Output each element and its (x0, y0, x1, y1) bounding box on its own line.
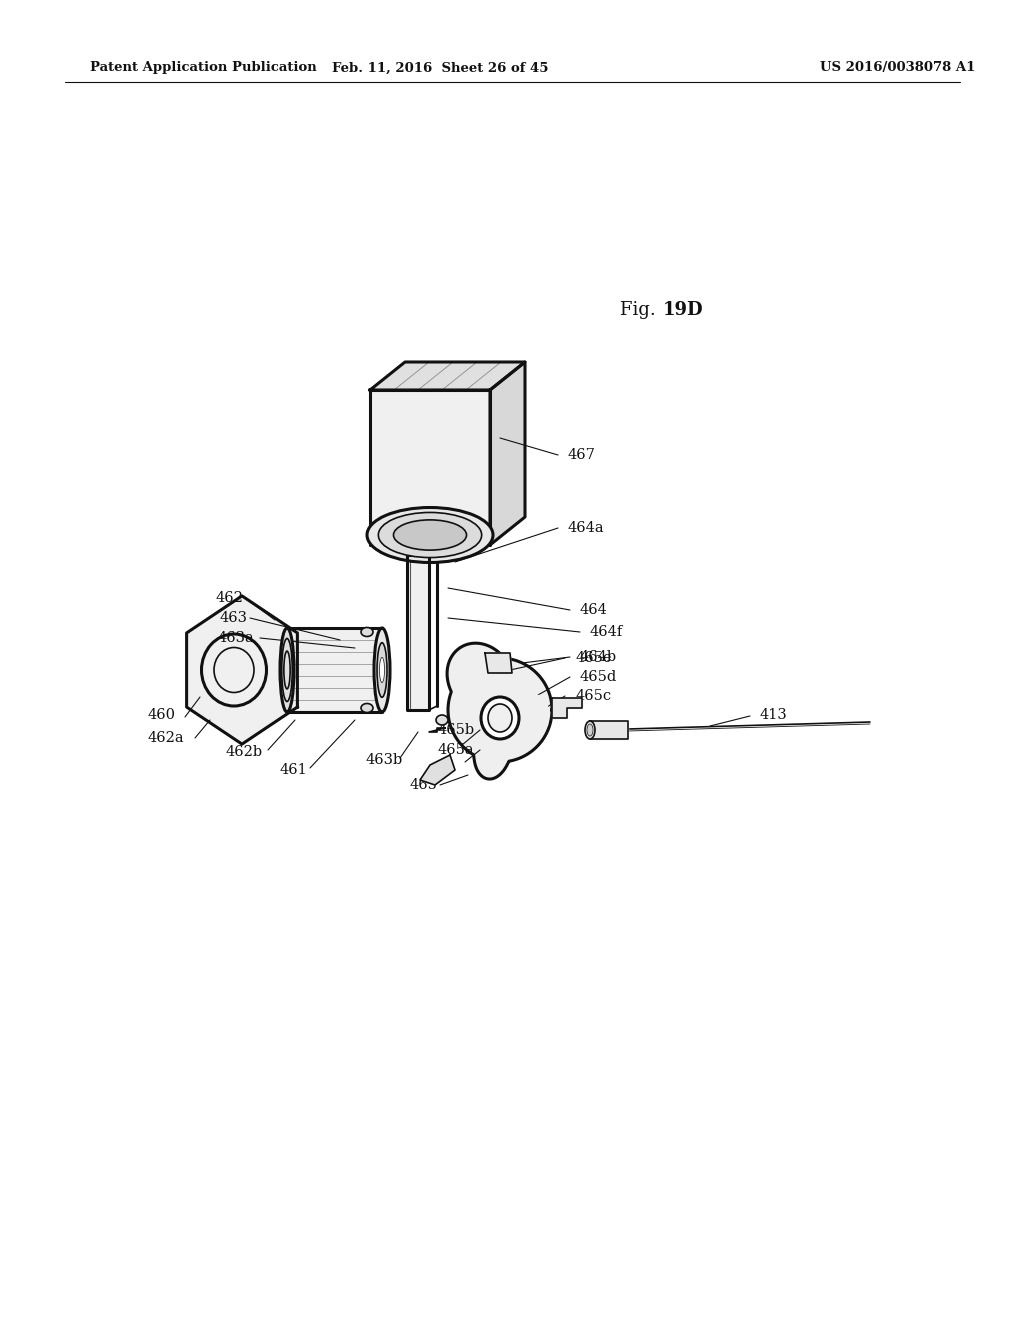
Text: 465e: 465e (575, 651, 611, 665)
Text: 19D: 19D (663, 301, 703, 319)
Text: 465: 465 (410, 777, 438, 792)
Ellipse shape (280, 628, 294, 711)
Text: 465d: 465d (580, 671, 617, 684)
Text: 464b: 464b (580, 649, 617, 664)
Ellipse shape (361, 704, 373, 713)
Text: 464a: 464a (567, 521, 603, 535)
Polygon shape (531, 696, 547, 725)
Polygon shape (420, 755, 455, 785)
Text: 465a: 465a (437, 743, 474, 756)
Text: 465b: 465b (437, 723, 474, 737)
Polygon shape (370, 389, 490, 545)
Ellipse shape (380, 657, 384, 682)
Ellipse shape (377, 643, 387, 697)
Text: 467: 467 (567, 447, 595, 462)
Ellipse shape (361, 627, 373, 636)
Polygon shape (370, 362, 525, 389)
Polygon shape (590, 721, 628, 739)
Text: 465c: 465c (575, 689, 611, 704)
Ellipse shape (488, 704, 512, 733)
Ellipse shape (481, 697, 519, 739)
Text: 462: 462 (215, 591, 243, 605)
Polygon shape (447, 643, 552, 779)
Text: 462b: 462b (225, 744, 262, 759)
Ellipse shape (436, 715, 449, 725)
Text: 463b: 463b (365, 752, 402, 767)
Text: Feb. 11, 2016  Sheet 26 of 45: Feb. 11, 2016 Sheet 26 of 45 (332, 62, 548, 74)
Text: 462a: 462a (148, 731, 184, 744)
Text: 464f: 464f (590, 624, 624, 639)
Text: 463: 463 (220, 611, 248, 624)
Polygon shape (407, 554, 429, 710)
Ellipse shape (393, 520, 467, 550)
Ellipse shape (374, 628, 390, 711)
Ellipse shape (585, 721, 595, 739)
Ellipse shape (367, 507, 493, 562)
Text: 461: 461 (280, 763, 308, 777)
Text: 413: 413 (760, 708, 787, 722)
Text: Patent Application Publication: Patent Application Publication (90, 62, 316, 74)
Text: 464: 464 (580, 603, 608, 616)
Polygon shape (490, 362, 525, 545)
Polygon shape (287, 628, 382, 711)
Polygon shape (429, 729, 445, 733)
Polygon shape (186, 595, 297, 744)
Polygon shape (485, 653, 512, 673)
Ellipse shape (587, 723, 593, 737)
Text: US 2016/0038078 A1: US 2016/0038078 A1 (820, 62, 976, 74)
Ellipse shape (378, 512, 481, 557)
Text: 463a: 463a (218, 631, 255, 645)
Text: Fig.: Fig. (620, 301, 662, 319)
Polygon shape (552, 698, 582, 718)
Text: 460: 460 (148, 708, 176, 722)
